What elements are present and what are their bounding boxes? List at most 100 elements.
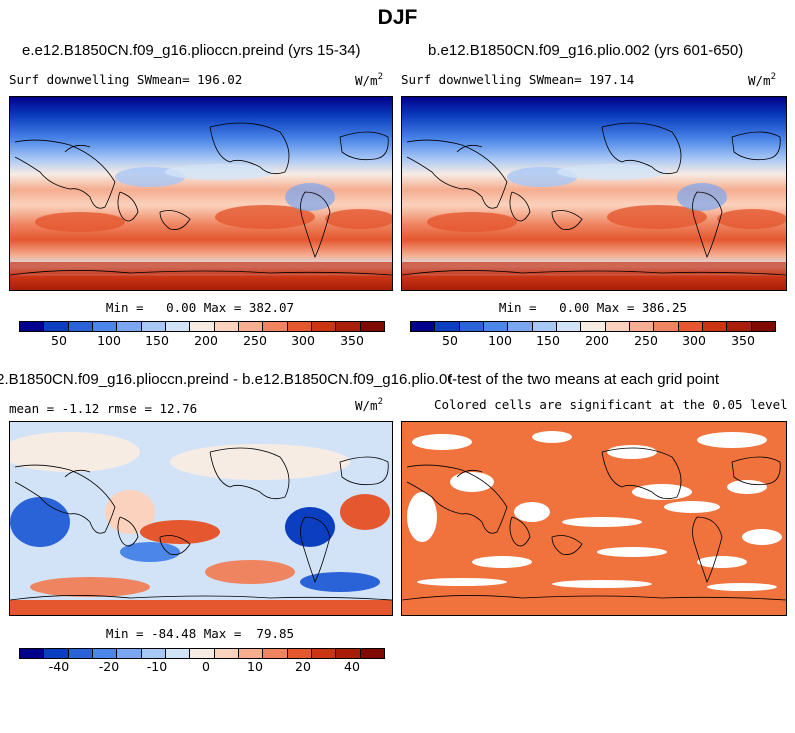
colorbar-swatch [20, 649, 45, 658]
colorbar-swatch [336, 322, 361, 331]
colorbar-swatch [311, 322, 337, 331]
colorbar-swatch [411, 322, 436, 331]
figure-title: DJF [377, 6, 418, 29]
colorbar-swatch [483, 322, 509, 331]
panel1-units-text: W/m [355, 73, 378, 88]
colorbar-swatch [117, 649, 142, 658]
panel4-subtitle: Colored cells are significant at the 0.0… [434, 397, 788, 412]
colorbar-swatch [751, 322, 775, 331]
colorbar-swatch [44, 322, 69, 331]
colorbar-swatch [238, 649, 264, 658]
colorbar-swatch [68, 322, 93, 331]
colorbar-swatch [629, 322, 655, 331]
panel1-colorbar-ticks: 50 100 150 200 250 300 350 [19, 333, 385, 349]
panel3-map [9, 421, 393, 616]
cbar3-tick: -20 [98, 659, 120, 674]
panel2-subtitle: Surf downwelling SWmean= 197.14 [401, 72, 634, 87]
colorbar-swatch [92, 322, 118, 331]
colorbar-swatch [508, 322, 533, 331]
colorbar-swatch [263, 649, 288, 658]
panel3-subtitle: mean = -1.12 rmse = 12.76 [9, 401, 198, 416]
panel1-title: e.e12.B1850CN.f09_g16.plioccn.preind (yr… [22, 42, 361, 59]
panel2-field-name: Surf downwelling SW [401, 72, 544, 87]
colorbar-swatch [678, 322, 703, 331]
colorbar-swatch [190, 649, 215, 658]
panel2-units: W/m2 [748, 72, 776, 88]
colorbar-swatch [141, 322, 166, 331]
cbar1-tick: 300 [291, 333, 315, 348]
cbar3-tick: -40 [48, 659, 70, 674]
cbar3-tick: 20 [295, 659, 311, 674]
panel1-colorbar [19, 321, 385, 332]
panel1-mean: mean= 196.02 [152, 72, 243, 87]
colorbar-swatch [702, 322, 728, 331]
cbar1-tick: 50 [51, 333, 67, 348]
cbar1-tick: 200 [194, 333, 218, 348]
colorbar-swatch [556, 322, 582, 331]
cbar2-tick: 250 [634, 333, 658, 348]
colorbar-swatch [287, 649, 312, 658]
colorbar-swatch [654, 322, 679, 331]
cbar1-tick: 100 [97, 333, 121, 348]
colorbar-swatch [92, 649, 118, 658]
colorbar-swatch [214, 649, 239, 658]
cbar2-tick: 300 [682, 333, 706, 348]
cbar2-tick: 150 [536, 333, 560, 348]
colorbar-swatch [360, 322, 384, 331]
colorbar-swatch [44, 649, 69, 658]
panel1-minmax: Min = 0.00 Max = 382.07 [105, 300, 295, 315]
panel1-map [9, 96, 393, 291]
panel3-units: W/m2 [355, 397, 383, 413]
panel3-units-text: W/m [355, 398, 378, 413]
colorbar-swatch [141, 649, 166, 658]
cbar2-tick: 200 [585, 333, 609, 348]
panel2-title: b.e12.B1850CN.f09_g16.plio.002 (yrs 601-… [428, 42, 744, 59]
colorbar-swatch [165, 649, 191, 658]
colorbar-swatch [435, 322, 460, 331]
colorbar-swatch [165, 322, 191, 331]
cbar1-tick: 150 [145, 333, 169, 348]
cbar1-tick: 350 [340, 333, 364, 348]
colorbar-swatch [532, 322, 557, 331]
colorbar-swatch [190, 322, 215, 331]
cbar2-tick: 350 [731, 333, 755, 348]
panel3-minmax: Min = -84.48 Max = 79.85 [105, 626, 295, 641]
panel2-minmax: Min = 0.00 Max = 386.25 [498, 300, 688, 315]
colorbar-swatch [727, 322, 752, 331]
colorbar-swatch [117, 322, 142, 331]
panel4-title: t-test of the two means at each grid poi… [448, 371, 719, 388]
panel3-title: e.e12.B1850CN.f09_g16.plioccn.preind - b… [0, 371, 452, 388]
cbar2-tick: 50 [442, 333, 458, 348]
panel3-title-clip: e.e12.B1850CN.f09_g16.plioccn.preind - b… [0, 371, 452, 391]
panel1-field-name: Surf downwelling SW [9, 72, 152, 87]
panel2-units-exp: 2 [770, 72, 776, 82]
colorbar-swatch [263, 322, 288, 331]
colorbar-swatch [360, 649, 384, 658]
colorbar-swatch [238, 322, 264, 331]
colorbar-swatch [459, 322, 484, 331]
colorbar-swatch [336, 649, 361, 658]
panel1-units: W/m2 [355, 72, 383, 88]
panel4-map [401, 421, 787, 616]
panel2-mean: mean= 197.14 [544, 72, 635, 87]
cbar3-tick: 0 [202, 659, 210, 674]
cbar2-tick: 100 [488, 333, 512, 348]
cbar3-tick: -10 [146, 659, 168, 674]
colorbar-swatch [214, 322, 239, 331]
cbar1-tick: 250 [243, 333, 267, 348]
colorbar-swatch [581, 322, 606, 331]
cbar3-tick: 10 [247, 659, 263, 674]
panel2-colorbar-ticks: 50 100 150 200 250 300 350 [410, 333, 776, 349]
colorbar-swatch [311, 649, 337, 658]
colorbar-swatch [20, 322, 45, 331]
colorbar-swatch [68, 649, 93, 658]
panel1-units-exp: 2 [377, 72, 383, 82]
panel2-map [401, 96, 787, 291]
panel2-colorbar [410, 321, 776, 332]
panel2-units-text: W/m [748, 73, 771, 88]
panel3-colorbar-ticks: -40 -20 -10 0 10 20 40 [19, 659, 385, 675]
panel3-units-exp: 2 [377, 397, 383, 407]
panel1-subtitle: Surf downwelling SWmean= 196.02 [9, 72, 242, 87]
colorbar-swatch [605, 322, 630, 331]
panel3-colorbar [19, 648, 385, 659]
